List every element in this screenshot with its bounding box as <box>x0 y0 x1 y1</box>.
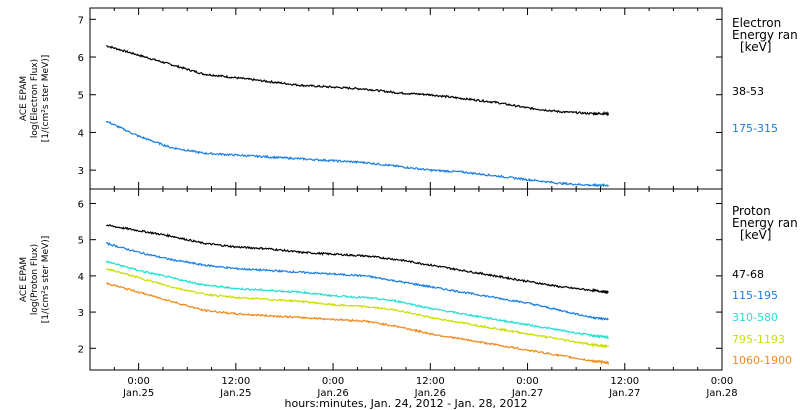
x-tick-label-date: Jan.26 <box>316 388 348 399</box>
x-tick-label-time: 12:00 <box>610 376 639 387</box>
x-tick-label-time: 12:00 <box>416 376 445 387</box>
y-tick-label: 4 <box>78 128 84 139</box>
series-line-310-580 <box>105 260 610 339</box>
series-line-47-68 <box>106 224 609 295</box>
y-tick-label: 4 <box>78 272 84 283</box>
x-tick-label-date: Jan.27 <box>608 388 640 399</box>
legend-item-115-195: 115-195 <box>732 289 778 302</box>
legend-title-line: [keV] <box>740 228 771 242</box>
legend-title-line: Proton <box>732 204 771 218</box>
y-tick-label: 5 <box>78 91 84 102</box>
y-tick-label: 7 <box>78 15 84 26</box>
legend-item-47-68: 47-68 <box>732 268 764 281</box>
legend-title-line: Electron <box>732 16 781 30</box>
y-tick-label: 2 <box>78 344 84 355</box>
x-tick-label-time: 0:00 <box>711 376 733 387</box>
y-axis-label-line: log(Proton Flux) <box>30 244 40 315</box>
legend-item-795-1193: 795-1193 <box>732 333 785 346</box>
x-tick-label-date: Jan.25 <box>219 388 251 399</box>
x-tick-label-time: 12:00 <box>221 376 250 387</box>
series-line-38-53 <box>106 45 610 117</box>
x-tick-label-date: Jan.25 <box>122 388 154 399</box>
legend-title-line: [keV] <box>740 40 771 54</box>
series-line-115-195 <box>105 242 609 322</box>
legend-title-line: Energy ran <box>732 28 798 42</box>
series-line-175-315 <box>105 120 610 188</box>
x-tick-label-time: 0:00 <box>127 376 149 387</box>
y-tick-label: 3 <box>78 166 84 177</box>
series-line-795-1193 <box>105 268 610 349</box>
y-axis-label-line: ACE EPAM <box>19 257 29 302</box>
x-tick-label-date: Jan.27 <box>511 388 543 399</box>
x-axis-title: hours:minutes, Jan. 24, 2012 - Jan. 28, … <box>285 397 528 410</box>
y-axis-label-line: ACE EPAM <box>19 76 29 121</box>
y-tick-label: 5 <box>78 236 84 247</box>
series-line-1060-1900 <box>106 282 610 366</box>
y-axis-label-line: log(Electron Flux) <box>30 59 40 138</box>
x-tick-label-date: Jan.26 <box>414 388 446 399</box>
x-tick-label-time: 0:00 <box>322 376 344 387</box>
plot-frame-top <box>89 7 723 190</box>
x-tick-label-date: Jan.28 <box>705 388 737 399</box>
legend-item-38-53: 38-53 <box>732 85 764 98</box>
legend-item-1060-1900: 1060-1900 <box>732 354 792 367</box>
y-axis-label-line: [1/(cm²s ster MeV)] <box>41 55 51 142</box>
y-tick-label: 6 <box>78 53 84 64</box>
y-tick-label: 3 <box>78 308 84 319</box>
legend-title-line: Energy ran <box>732 216 798 230</box>
x-tick-label-time: 0:00 <box>516 376 538 387</box>
y-axis-label-line: [1/(cm²s ster MeV)] <box>41 236 51 323</box>
legend-item-310-580: 310-580 <box>732 311 778 324</box>
legend-item-175-315: 175-315 <box>732 122 778 135</box>
plot-frame-bottom <box>89 188 723 371</box>
y-tick-label: 6 <box>78 199 84 210</box>
